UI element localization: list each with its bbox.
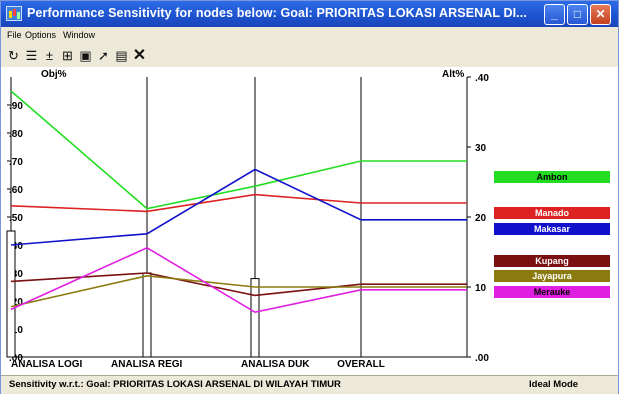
series-line-merauke — [10, 246, 467, 314]
left-tick-label: .80 — [9, 129, 23, 140]
status-mode: Ideal Mode — [529, 379, 579, 390]
toolbar: ↻ ☰ ± ⊞ ▣ ➚ ▤ ✕ — [1, 44, 618, 68]
right-tick-label: 10 — [475, 283, 487, 294]
left-tick-label: .30 — [9, 269, 23, 280]
two-d-icon[interactable]: ▤ — [115, 48, 128, 63]
menu-options[interactable]: Options — [25, 30, 57, 40]
legend-item-kupang: Kupang — [494, 255, 610, 267]
left-tick-label: .60 — [9, 185, 23, 196]
maximize-button[interactable]: □ — [567, 4, 588, 25]
legend-item-makasar: Makasar — [494, 223, 610, 235]
series-line-makasar — [10, 168, 467, 246]
app-icon — [6, 6, 22, 21]
series-line-manado — [10, 193, 467, 213]
chart-area: Obj% Alt% .00 .10 .20 .30 .40 .50 .60 .70 .80 .90… — [1, 67, 618, 375]
status-bar: Sensitivity w.r.t.: Goal: PRIORITAS LOKA… — [1, 375, 618, 394]
window-title: Performance Sensitivity for nodes below:… — [27, 6, 527, 20]
left-tick-label: .20 — [9, 297, 23, 308]
refresh-icon[interactable]: ↻ — [8, 48, 19, 63]
status-text: Sensitivity w.r.t.: Goal: PRIORITAS LOKA… — [9, 379, 341, 390]
objective-bar — [250, 278, 260, 358]
close-button[interactable]: ✕ — [590, 4, 611, 25]
close-x-icon[interactable]: ✕ — [132, 47, 147, 64]
left-tick-label: .50 — [9, 213, 23, 224]
x-axis-label: ANALISA DUK — [241, 359, 310, 370]
right-axis-title: Alt% — [442, 69, 465, 80]
minimize-button[interactable]: _ — [544, 4, 565, 25]
legend-item-manado: Manado — [494, 207, 610, 219]
right-tick-label: .00 — [475, 353, 489, 364]
right-tick-label: .40 — [475, 73, 489, 84]
menu-bar: File Options Window — [1, 27, 618, 44]
line-chart-icon[interactable]: ➚ — [98, 48, 109, 63]
left-tick-label: .40 — [9, 241, 23, 252]
series-line-kupang — [10, 272, 467, 297]
head-to-head-icon[interactable]: ▣ — [79, 48, 92, 63]
series-line-ambon — [10, 90, 467, 210]
gradient-icon[interactable]: ⊞ — [62, 48, 73, 63]
menu-file[interactable]: File — [7, 30, 22, 40]
left-tick-label: .00 — [9, 353, 23, 364]
x-axis-label: OVERALL — [337, 359, 385, 370]
right-tick-label: 30 — [475, 143, 487, 154]
series-line-jayapura — [10, 274, 467, 308]
dynamic-icon[interactable]: ± — [45, 48, 54, 63]
legend-item-jayapura: Jayapura — [494, 270, 610, 282]
x-axis-label: ANALISA REGI — [111, 359, 183, 370]
objective-bar — [142, 272, 152, 358]
legend-item-ambon: Ambon — [494, 171, 610, 183]
sensitivity-chart: .00 .10 .20 .30 .40 .50 .60 .70 .80 .90 .00 10 20 30.… — [6, 73, 489, 370]
left-axis-title: Obj% — [41, 69, 67, 80]
right-tick-label: 20 — [475, 213, 487, 224]
left-tick-label: .10 — [9, 325, 23, 336]
left-tick-label: .90 — [9, 101, 23, 112]
legend-item-merauke: Merauke — [494, 286, 610, 298]
title-bar[interactable]: Performance Sensitivity for nodes below:… — [1, 1, 618, 27]
objective-bar — [6, 230, 16, 358]
left-tick-label: .70 — [9, 157, 23, 168]
menu-window[interactable]: Window — [63, 30, 96, 40]
bar-chart-icon[interactable]: ☰ — [25, 48, 38, 63]
x-axis-label: ANALISA LOGI — [11, 359, 83, 370]
